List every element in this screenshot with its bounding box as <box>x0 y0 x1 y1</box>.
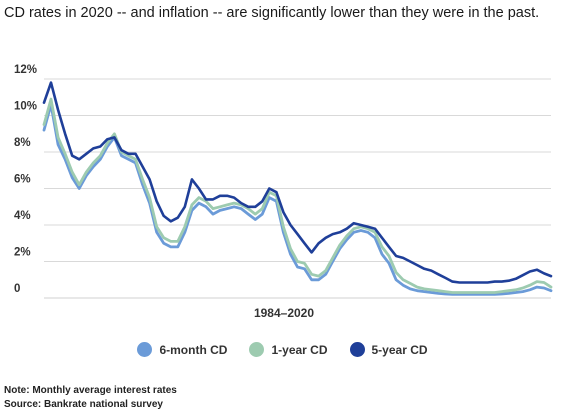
y-tick-label: 2% <box>14 247 31 259</box>
legend-swatch-1-year <box>249 342 265 357</box>
grid-lines <box>44 78 551 299</box>
chart-notes: Note: Monthly average interest rates Sou… <box>4 384 177 412</box>
source-text: Source: Bankrate national survey <box>4 399 163 410</box>
series-line-1-year-cd <box>42 97 553 294</box>
y-tick-label: 6% <box>14 174 31 186</box>
legend-item-1-year: 1-year CD <box>249 342 328 357</box>
legend-swatch-6-month <box>137 342 153 357</box>
legend-label-1-year: 1-year CD <box>271 342 328 357</box>
legend-swatch-5-year <box>349 342 365 357</box>
y-tick-label: 10% <box>14 101 37 113</box>
chart-legend: 6-month CD 1-year CD 5-year CD <box>0 342 565 357</box>
y-tick-label: 0 <box>14 283 20 295</box>
series-lines <box>42 81 553 296</box>
y-axis-ticks: 12% 10% 8% 6% 4% 2% 0 <box>14 64 37 295</box>
y-tick-label: 4% <box>14 210 31 222</box>
legend-label-5-year: 5-year CD <box>371 342 428 357</box>
legend-item-5-year: 5-year CD <box>349 342 428 357</box>
y-tick-label: 8% <box>14 137 31 149</box>
chart-title: CD rates in 2020 -- and inflation -- are… <box>4 5 540 21</box>
y-tick-label: 12% <box>14 64 37 76</box>
series-line-6-month-cd <box>42 103 553 296</box>
series-line-5-year-cd <box>42 81 553 284</box>
note-text: Note: Monthly average interest rates <box>4 385 177 396</box>
line-chart: 12% 10% 8% 6% 4% 2% 0 1984–2020 <box>14 64 553 320</box>
legend-label-6-month: 6-month CD <box>159 342 228 357</box>
x-axis-label: 1984–2020 <box>254 306 314 320</box>
legend-item-6-month: 6-month CD <box>137 342 227 357</box>
